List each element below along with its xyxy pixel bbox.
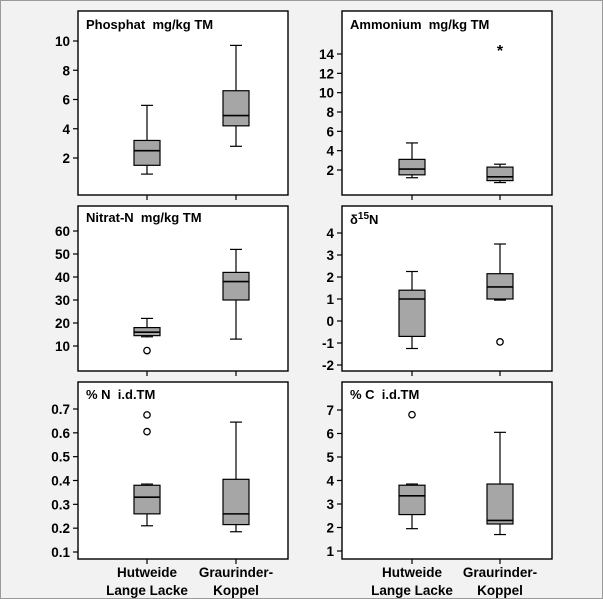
percent-n-graurinder-box — [222, 478, 250, 526]
phosphat-ytick-label: 10 — [55, 34, 70, 49]
panel-phosphat-frame — [77, 10, 289, 196]
percent-n-ytick-label: 0.5 — [51, 450, 70, 465]
ammonium-ytick-label: 12 — [319, 66, 334, 81]
percent-c-ytick-label: 6 — [326, 427, 334, 442]
delta15n-ytick-label: 2 — [326, 270, 334, 285]
percent-n-hutweide-box — [133, 484, 161, 515]
ammonium-ytick-label: 2 — [326, 163, 334, 178]
x-label-hutweide-left-line1: Hutweide — [117, 565, 177, 580]
percent-n-ytick-label: 0.7 — [51, 402, 70, 417]
nitrat-ytick-label: 50 — [55, 247, 70, 262]
percent-c-ytick-label: 2 — [326, 521, 334, 536]
percent-c-ytick-label: 5 — [326, 450, 334, 465]
delta15n-ytick-label: 0 — [326, 314, 334, 329]
panel-percent-n-title: % N i.d.TM — [86, 387, 155, 402]
panel-percent-c-title: % C i.d.TM — [350, 387, 419, 402]
phosphat-ytick-label: 4 — [62, 122, 70, 137]
nitrat-ytick-label: 20 — [55, 316, 70, 331]
nitrat-hutweide-outlier — [143, 346, 151, 355]
x-label-graurinder-right-line2: Koppel — [477, 583, 523, 598]
panel-nitrat-frame — [77, 205, 289, 372]
percent-n-hutweide-outlier — [143, 427, 151, 436]
ammonium-graurinder-box — [486, 166, 514, 182]
phosphat-ytick-label: 8 — [62, 63, 70, 78]
panel-delta15n-frame — [341, 205, 553, 372]
x-label-hutweide-left-line2: Lange Lacke — [106, 583, 188, 598]
phosphat-ytick-label: 2 — [62, 151, 70, 166]
percent-c-hutweide-box — [398, 484, 426, 516]
percent-c-ytick-label: 4 — [326, 474, 334, 489]
ammonium-graurinder-extreme: * — [497, 43, 504, 60]
percent-c-hutweide-outlier — [408, 410, 416, 419]
x-label-graurinder-left-line2: Koppel — [213, 583, 259, 598]
percent-n-ytick-label: 0.2 — [51, 521, 70, 536]
percent-c-graurinder-box — [486, 483, 514, 525]
x-label-hutweide-right-line2: Lange Lacke — [371, 583, 453, 598]
percent-c-ytick-label: 3 — [326, 497, 334, 512]
panel-delta15n-title: δ15N — [350, 211, 378, 227]
nitrat-graurinder-box — [222, 271, 250, 301]
percent-c-ytick-label: 1 — [326, 544, 334, 559]
ammonium-ytick-label: 10 — [319, 86, 334, 101]
ammonium-hutweide-box — [398, 158, 426, 176]
delta15n-ytick-label: 4 — [326, 226, 334, 241]
phosphat-ytick-label: 6 — [62, 93, 70, 108]
ammonium-ytick-label: 14 — [319, 47, 335, 62]
phosphat-graurinder-box — [222, 90, 250, 127]
delta15n-ytick-label: 1 — [326, 292, 334, 307]
percent-c-ytick-label: 7 — [326, 403, 334, 418]
x-label-hutweide-right-line1: Hutweide — [382, 565, 442, 580]
delta15n-ytick-label: -1 — [322, 336, 334, 351]
delta-symbol: δ — [350, 212, 358, 227]
x-label-graurinder-right-line1: Graurinder- — [463, 565, 537, 580]
ammonium-ytick-label: 6 — [326, 124, 334, 139]
nitrat-ytick-label: 40 — [55, 270, 70, 285]
nitrat-ytick-label: 60 — [55, 224, 70, 239]
ammonium-ytick-label: 4 — [326, 144, 334, 159]
percent-n-hutweide-outlier — [143, 411, 151, 419]
delta15n-ytick-label: 3 — [326, 248, 334, 263]
percent-n-ytick-label: 0.6 — [51, 426, 70, 441]
panel-ammonium-title: Ammonium mg/kg TM — [350, 17, 489, 32]
delta15n-hutweide-box — [398, 289, 426, 338]
ammonium-ytick-label: 8 — [326, 105, 334, 120]
panel-percent-c-frame — [341, 381, 553, 560]
delta15n-ytick-label: -2 — [322, 358, 334, 373]
panel-phosphat-title: Phosphat mg/kg TM — [86, 17, 213, 32]
phosphat-hutweide-box — [133, 139, 161, 166]
nitrat-ytick-label: 30 — [55, 293, 70, 308]
panel-nitrat-title: Nitrat-N mg/kg TM — [86, 210, 202, 225]
percent-n-ytick-label: 0.4 — [51, 474, 70, 489]
delta15n-graurinder-outlier — [496, 338, 504, 346]
percent-n-ytick-label: 0.3 — [51, 497, 70, 512]
delta-tail: N — [369, 212, 378, 227]
x-label-graurinder-left-line1: Graurinder- — [199, 565, 273, 580]
panel-ammonium-frame — [341, 10, 553, 196]
delta-superscript: 15 — [358, 211, 370, 222]
percent-n-ytick-label: 0.1 — [51, 545, 70, 560]
nitrat-ytick-label: 10 — [55, 339, 70, 354]
panel-percent-n-frame — [77, 381, 289, 560]
